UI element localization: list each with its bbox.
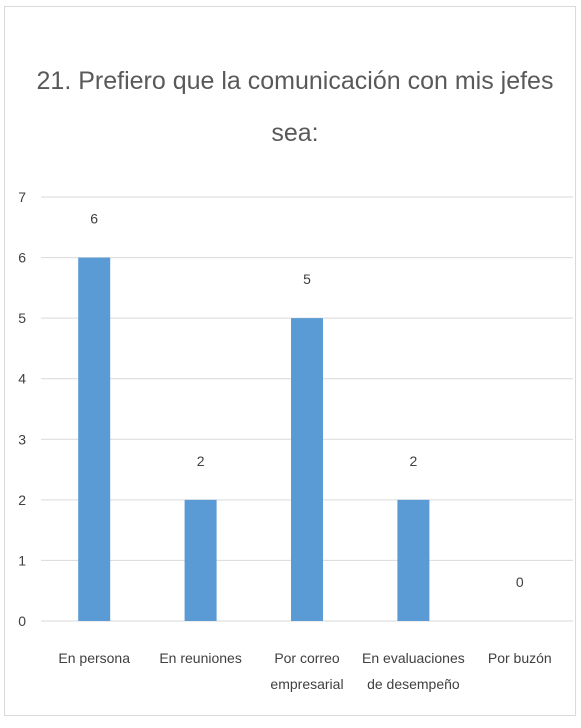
data-label-2: 2 (197, 453, 205, 469)
category-labels: En persona En reuniones Por correo empresar… (58, 650, 551, 692)
y-tick-label-7: 7 (18, 189, 26, 205)
y-axis-ticks: 0 1 2 3 4 5 6 7 (18, 189, 26, 629)
data-labels: 6 2 5 2 0 (90, 211, 524, 590)
y-tick-label-2: 2 (18, 492, 26, 508)
y-tick-label-3: 3 (18, 431, 26, 447)
y-tick-label-4: 4 (18, 371, 26, 387)
category-label-1-line-1: En persona (58, 650, 130, 666)
y-tick-label-6: 6 (18, 250, 26, 266)
chart-title-line-2: sea: (271, 119, 318, 147)
y-tick-label-1: 1 (18, 552, 26, 568)
data-label-4: 2 (410, 453, 418, 469)
category-label-3-line-1: Por correo (274, 650, 340, 666)
data-label-5: 0 (516, 574, 524, 590)
bar-4 (397, 499, 430, 621)
bars (78, 257, 430, 621)
chart-frame: 21. Prefiero que la comunicación con mis… (4, 6, 576, 716)
category-label-4-line-1: En evaluaciones (362, 650, 465, 666)
bar-3 (291, 318, 323, 621)
bar-1 (78, 257, 111, 621)
data-label-1: 6 (90, 211, 98, 227)
category-label-4-line-2: de desempeño (367, 676, 460, 692)
category-label-2-line-1: En reuniones (159, 650, 242, 666)
category-label-3-line-2: empresarial (270, 676, 343, 692)
y-tick-label-0: 0 (18, 613, 26, 629)
bar-chart: 21. Prefiero que la comunicación con mis… (18, 67, 573, 692)
y-tick-label-5: 5 (18, 310, 26, 326)
data-label-3: 5 (303, 271, 311, 287)
chart-title-line-1: 21. Prefiero que la comunicación con mis… (37, 67, 554, 95)
bar-2 (184, 499, 217, 621)
category-label-5-line-1: Por buzón (488, 650, 552, 666)
